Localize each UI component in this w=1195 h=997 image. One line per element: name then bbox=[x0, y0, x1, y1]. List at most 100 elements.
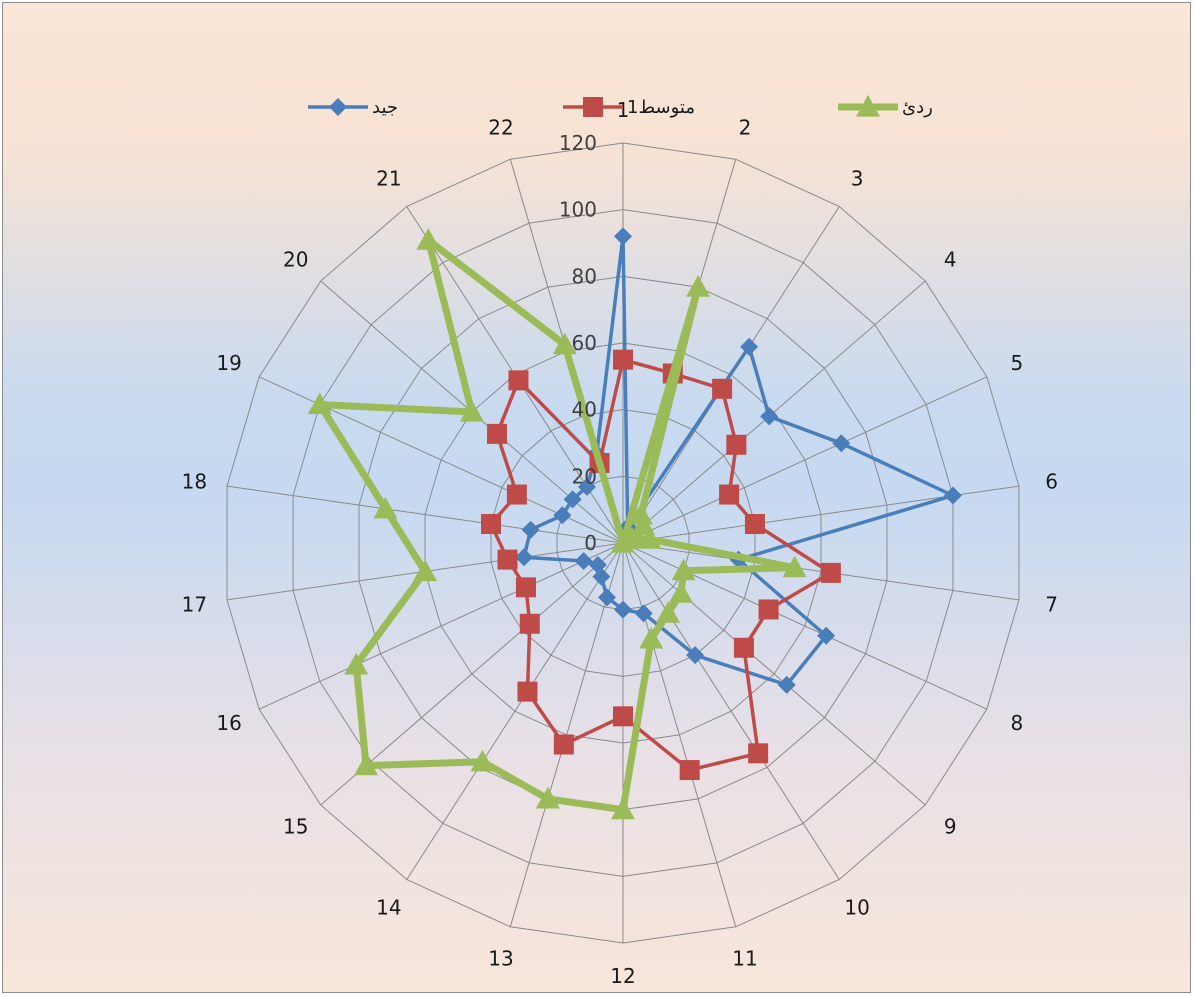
data-point bbox=[588, 555, 607, 574]
category-label: 21 bbox=[376, 167, 401, 191]
data-point bbox=[686, 275, 711, 297]
data-point bbox=[481, 514, 502, 535]
data-point bbox=[856, 95, 880, 117]
data-point bbox=[521, 520, 540, 539]
tick-label: 40 bbox=[572, 398, 597, 422]
category-label: 20 bbox=[283, 247, 308, 271]
tick-label: 0 bbox=[584, 531, 597, 555]
legend-label: جيد bbox=[372, 97, 398, 118]
tick-label: 60 bbox=[572, 331, 597, 355]
tick-label: 120 bbox=[559, 131, 597, 155]
grid-spoke bbox=[227, 485, 624, 544]
data-point bbox=[671, 558, 696, 581]
tick-label: 100 bbox=[559, 198, 597, 222]
grid-spoke bbox=[406, 542, 624, 880]
data-point bbox=[508, 370, 529, 391]
data-point bbox=[577, 477, 596, 496]
data-point bbox=[519, 613, 540, 634]
data-point bbox=[726, 434, 747, 455]
tick-label: 80 bbox=[572, 264, 597, 288]
data-point bbox=[373, 496, 398, 519]
data-point bbox=[740, 337, 759, 356]
data-point bbox=[459, 400, 484, 422]
category-label: 19 bbox=[216, 351, 241, 375]
legend-label: ردئ bbox=[902, 97, 933, 118]
data-point bbox=[487, 423, 508, 444]
radar-series bbox=[307, 227, 962, 820]
category-label: 2 bbox=[739, 116, 752, 140]
grid-spoke bbox=[622, 542, 988, 710]
data-point bbox=[553, 734, 574, 755]
data-point bbox=[758, 599, 779, 620]
data-point bbox=[760, 407, 779, 426]
category-label: 18 bbox=[182, 469, 207, 493]
data-point bbox=[620, 526, 645, 549]
data-point bbox=[470, 749, 495, 772]
data-point bbox=[748, 743, 769, 764]
data-point bbox=[777, 675, 796, 694]
data-point bbox=[613, 349, 633, 370]
data-point bbox=[639, 626, 664, 649]
data-point bbox=[719, 484, 740, 505]
category-label: 15 bbox=[283, 815, 308, 839]
category-label: 9 bbox=[944, 815, 957, 839]
legend-entry: جيد bbox=[308, 97, 398, 118]
grid-spoke bbox=[622, 542, 840, 880]
data-point bbox=[413, 559, 438, 582]
data-point bbox=[712, 378, 733, 399]
category-label: 14 bbox=[376, 895, 401, 919]
data-point bbox=[943, 486, 962, 505]
data-point bbox=[515, 577, 536, 598]
data-point bbox=[820, 562, 841, 583]
category-label: 4 bbox=[944, 247, 957, 271]
grid-spoke bbox=[258, 542, 624, 710]
grid-spoke bbox=[622, 280, 926, 544]
category-label: 5 bbox=[1011, 351, 1024, 375]
data-point bbox=[354, 753, 379, 776]
grid-spoke bbox=[622, 376, 988, 544]
data-point bbox=[832, 434, 851, 453]
data-point bbox=[614, 600, 632, 619]
data-point bbox=[656, 601, 681, 623]
legend-entry: ردئ bbox=[838, 95, 933, 118]
legend-label: متوسط1 bbox=[627, 97, 695, 118]
data-point bbox=[613, 706, 633, 727]
data-point bbox=[817, 626, 836, 645]
data-point bbox=[552, 332, 577, 355]
series-triangle bbox=[307, 228, 807, 820]
data-point bbox=[733, 637, 754, 658]
data-point bbox=[553, 506, 572, 525]
data-point bbox=[517, 681, 538, 702]
data-point bbox=[535, 786, 560, 809]
data-point bbox=[679, 760, 700, 781]
data-point bbox=[497, 549, 518, 570]
category-label: 1 bbox=[617, 98, 630, 122]
series-diamond bbox=[515, 227, 962, 694]
category-label: 11 bbox=[732, 946, 757, 970]
data-point bbox=[506, 484, 527, 505]
legend-entry: متوسط1 bbox=[563, 97, 695, 118]
data-point bbox=[563, 490, 582, 509]
category-label: 12 bbox=[610, 964, 635, 988]
category-label: 17 bbox=[182, 593, 207, 617]
category-label: 16 bbox=[216, 711, 241, 735]
grid-spoke bbox=[622, 542, 926, 806]
data-point bbox=[583, 97, 603, 117]
data-point bbox=[686, 646, 705, 665]
series-line bbox=[522, 234, 955, 687]
legend: جيد متوسط1 ردئ bbox=[308, 95, 933, 118]
data-point bbox=[629, 502, 654, 525]
data-point bbox=[307, 392, 332, 415]
data-point bbox=[634, 604, 653, 623]
value-axis-ticks: 0 20 40 60 80 100 120 bbox=[559, 131, 597, 555]
grid-spoke bbox=[320, 542, 624, 806]
data-point bbox=[515, 548, 534, 567]
data-point bbox=[329, 98, 347, 116]
category-label: 22 bbox=[488, 116, 513, 140]
data-point bbox=[637, 527, 662, 549]
category-label: 8 bbox=[1011, 711, 1024, 735]
series-line bbox=[316, 236, 799, 814]
